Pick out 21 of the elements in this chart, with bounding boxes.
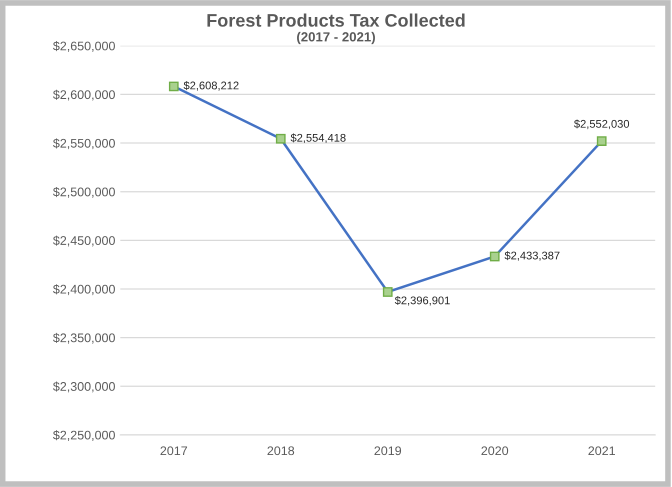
y-tick-label: $2,600,000 bbox=[53, 90, 115, 101]
chart-subtitle: (2017 - 2021) bbox=[297, 32, 375, 44]
data-label: $2,433,387 bbox=[504, 251, 560, 261]
x-tick-label: 2019 bbox=[374, 446, 402, 456]
data-label: $2,552,030 bbox=[574, 119, 630, 130]
y-tick-label: $2,400,000 bbox=[53, 284, 115, 296]
x-tick-label: 2018 bbox=[267, 446, 294, 456]
x-tick-label: 2020 bbox=[481, 446, 508, 456]
data-label: $2,554,418 bbox=[290, 133, 346, 144]
data-label: $2,608,212 bbox=[184, 81, 239, 91]
y-tick-label: $2,450,000 bbox=[53, 236, 115, 246]
y-tick-label: $2,350,000 bbox=[53, 332, 115, 344]
y-tick-label: $2,300,000 bbox=[53, 382, 115, 392]
chart-title: Forest Products Tax Collected bbox=[207, 14, 465, 27]
y-tick-label: $2,550,000 bbox=[53, 138, 115, 150]
x-tick-label: 2017 bbox=[160, 446, 188, 456]
y-tick-label: $2,650,000 bbox=[53, 41, 115, 52]
y-tick-label: $2,500,000 bbox=[53, 186, 115, 198]
x-tick-label: 2021 bbox=[588, 446, 616, 456]
data-label: $2,396,901 bbox=[394, 296, 450, 306]
y-tick-label: $2,250,000 bbox=[53, 430, 115, 442]
